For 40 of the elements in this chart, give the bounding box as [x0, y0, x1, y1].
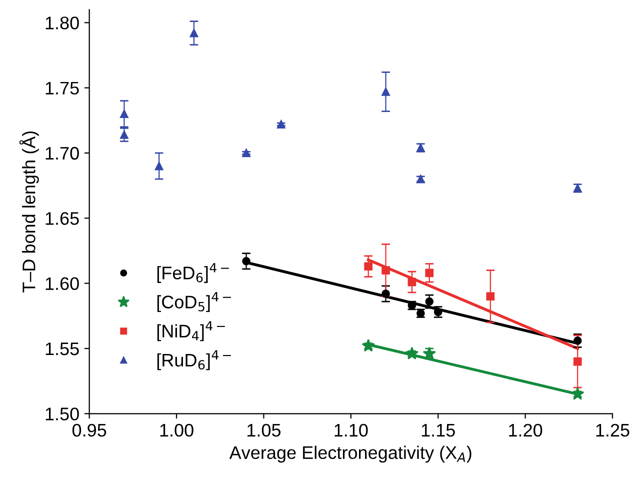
x-tick-label: 1.25 — [596, 424, 630, 437]
point — [382, 266, 390, 274]
point — [120, 110, 128, 118]
point — [242, 257, 250, 266]
y-tick-label: 1.70 — [46, 146, 79, 160]
x-tick-label: 0.95 — [72, 424, 106, 437]
point — [573, 336, 582, 345]
point — [382, 290, 390, 298]
x-axis-title: Average Electronegativity (X$_{A}$) — [229, 446, 472, 463]
x-tick-label: 1.00 — [160, 424, 194, 437]
point — [364, 262, 373, 271]
point — [362, 338, 375, 352]
point — [120, 130, 128, 139]
point — [382, 88, 390, 96]
point — [276, 120, 286, 128]
x-tick-label: 1.10 — [334, 424, 368, 437]
legend-label: [NiD$_{4}$]$^{4−}$ — [157, 321, 225, 342]
y-axis-title: T–D bond length (Å) — [19, 131, 39, 293]
point — [408, 278, 416, 286]
legend-label: [FeD$_{6}$]$^{4−}$ — [157, 263, 229, 283]
point — [486, 292, 495, 301]
y-tick-label: 1.75 — [46, 82, 79, 95]
y-tick-label: 1.60 — [46, 277, 79, 290]
point — [425, 268, 434, 278]
point — [405, 346, 419, 360]
legend-label: [RuD$_{6}$]$^{4−}$ — [157, 350, 231, 370]
point — [573, 357, 582, 366]
point — [154, 162, 164, 170]
y-tick-label: 1.65 — [46, 212, 79, 225]
y-tick-label: 1.80 — [46, 16, 79, 30]
point — [425, 297, 434, 306]
x-tick-label: 1.20 — [509, 424, 542, 437]
point — [570, 387, 584, 400]
x-tick-label: 1.05 — [248, 424, 281, 437]
y-tick-label: 1.55 — [46, 342, 79, 356]
point — [190, 28, 198, 38]
x-tick-label: 1.15 — [422, 424, 455, 437]
y-tick-label: 1.50 — [46, 408, 79, 420]
legend-label: [CoD$_{5}$]$^{4−}$ — [157, 292, 231, 312]
point — [242, 148, 250, 158]
